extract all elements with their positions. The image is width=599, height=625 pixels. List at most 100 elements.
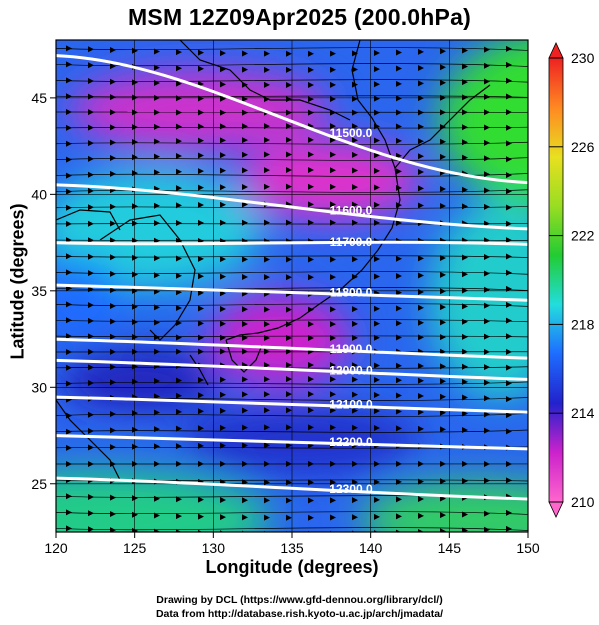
colorbar-lower-arrow: [548, 501, 564, 518]
wind-arrow: [440, 363, 446, 370]
wind-arrow: [352, 201, 358, 208]
wind-arrow: [88, 78, 94, 85]
wind-arrow: [396, 425, 402, 432]
wind-arrow: [462, 47, 468, 54]
colorbar-tick-label: 210: [571, 494, 595, 510]
wind-arrow: [132, 154, 138, 161]
wind-arrow: [88, 333, 94, 340]
wind-arrow: [198, 255, 204, 262]
wind-arrow: [308, 407, 314, 414]
wind-arrow: [462, 124, 468, 131]
wind-arrow: [66, 188, 72, 195]
wind-arrow: [418, 153, 424, 160]
wind-arrow: [242, 183, 248, 190]
wind-arrow: [418, 202, 424, 209]
wind-arrow: [132, 511, 138, 518]
wind-arrow: [440, 304, 446, 311]
wind-arrow: [440, 153, 446, 160]
wind-arrow: [484, 254, 490, 261]
wind-arrow: [396, 65, 402, 72]
wind-arrow: [88, 62, 94, 69]
wind-arrow: [198, 425, 204, 432]
wind-arrow: [484, 155, 490, 162]
y-tick-label: 35: [31, 283, 47, 299]
wind-arrow: [418, 409, 424, 416]
wind-arrow: [462, 186, 468, 193]
wind-arrow: [352, 460, 358, 467]
wind-arrow: [506, 140, 512, 147]
wind-arrow: [176, 49, 182, 56]
wind-arrow: [286, 256, 292, 263]
wind-arrow: [374, 513, 380, 520]
wind-arrow: [176, 168, 182, 175]
wind-arrow: [484, 379, 490, 386]
wind-arrow: [66, 348, 72, 355]
wind-arrow: [110, 94, 116, 101]
wind-arrow: [286, 321, 292, 328]
wind-arrow: [352, 306, 358, 313]
wind-arrow: [418, 512, 424, 519]
wind-arrow: [418, 319, 424, 326]
wind-arrow: [352, 362, 358, 369]
wind-arrow: [264, 460, 270, 467]
wind-arrow: [352, 424, 358, 431]
wind-arrow: [418, 460, 424, 467]
wind-arrow: [242, 137, 248, 144]
wind-arrow: [396, 95, 402, 102]
contour-label: 11700.0: [330, 235, 373, 249]
wind-arrow: [308, 96, 314, 103]
wind-arrow: [330, 391, 336, 398]
wind-arrow: [88, 237, 94, 244]
wind-arrow: [110, 237, 116, 244]
wind-arrow: [88, 379, 94, 386]
wind-arrow: [88, 187, 94, 194]
wind-arrow: [264, 219, 270, 226]
contour-line: [56, 183, 528, 231]
wind-arrow: [220, 256, 226, 263]
wind-arrow: [330, 274, 336, 281]
wind-arrow: [176, 305, 182, 312]
wind-arrow: [154, 123, 160, 130]
wind-arrow: [418, 425, 424, 432]
wind-arrow: [132, 170, 138, 177]
wind-arrow: [264, 167, 270, 174]
wind-arrow: [396, 362, 402, 369]
wind-arrow: [176, 153, 182, 160]
y-tick-label: 40: [31, 186, 47, 202]
wind-arrow: [396, 513, 402, 520]
wind-arrow: [352, 137, 358, 144]
wind-arrow: [484, 139, 490, 146]
wind-arrow: [286, 391, 292, 398]
wind-arrow: [374, 109, 380, 116]
wind-arrow: [286, 335, 292, 342]
height-contours: 11500.0 11600.0 11700.0 11800.0 11900.0 12000…: [56, 54, 528, 501]
wind-arrow: [506, 412, 512, 419]
wind-arrow: [132, 443, 138, 450]
wind-arrow: [374, 49, 380, 56]
wind-arrow: [198, 334, 204, 341]
wind-arrow: [506, 269, 512, 276]
wind-arrow: [396, 408, 402, 415]
wind-arrow: [242, 442, 248, 449]
wind-arrow: [418, 528, 424, 532]
wind-arrow: [506, 301, 512, 308]
wind-arrow: [352, 219, 358, 226]
wind-arrow: [176, 109, 182, 116]
wind-arrow: [176, 95, 182, 102]
wind-arrow: [286, 348, 292, 355]
wind-arrow: [308, 219, 314, 226]
contour-label: 12300.0: [329, 482, 373, 496]
wind-arrow: [242, 424, 248, 431]
wind-arrow: [110, 109, 116, 116]
wind-arrow: [198, 49, 204, 56]
wind-arrow: [330, 460, 336, 467]
wind-arrow: [198, 408, 204, 415]
wind-arrow: [506, 460, 512, 467]
wind-arrow: [374, 320, 380, 327]
wind-arrow: [176, 138, 182, 145]
wind-arrow: [220, 95, 226, 102]
wind-arrow: [286, 66, 292, 73]
wind-arrow: [308, 391, 314, 398]
wind-arrow: [66, 45, 72, 52]
wind-arrow: [440, 202, 446, 209]
